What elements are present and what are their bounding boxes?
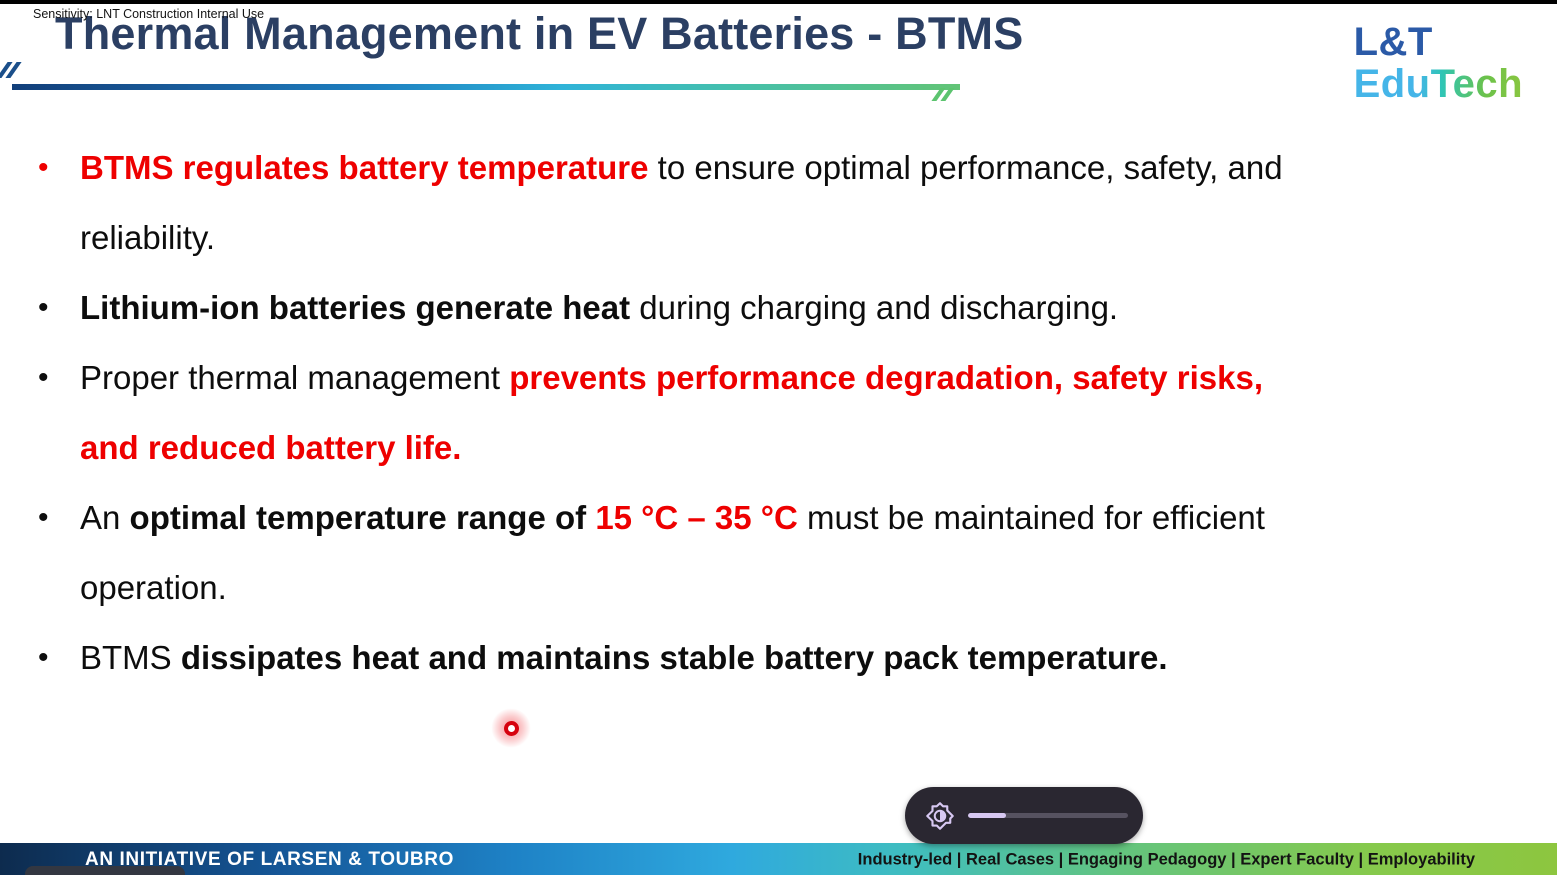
footer-bar: AN INITIATIVE OF LARSEN & TOUBRO Industr… — [0, 843, 1557, 875]
bullet-list: • BTMS regulates battery temperature to e… — [38, 133, 1523, 693]
bullet-item: • BTMS regulates battery temperature to e… — [38, 133, 1523, 273]
taglines-text: Industry-led | Real Cases | Engaging Ped… — [857, 850, 1475, 869]
brightness-control-pill[interactable] — [905, 787, 1143, 844]
title-underline-gradient — [12, 84, 960, 90]
quote-slash-left-icon — [0, 62, 22, 78]
brightness-icon — [926, 801, 954, 830]
bullet-marker: • — [38, 361, 49, 394]
logo-edutech-text: EduTech — [1353, 62, 1523, 106]
brightness-slider[interactable] — [968, 813, 1128, 818]
bullet-marker: • — [38, 501, 49, 534]
sensitivity-label: Sensitivity: LNT Construction Internal U… — [33, 7, 265, 21]
bullet-marker: • — [38, 291, 49, 324]
brightness-slider-fill — [968, 813, 1007, 818]
bullet-text: Proper thermal management prevents perfo… — [80, 359, 1263, 466]
bullet-item: • Proper thermal management prevents perf… — [38, 343, 1523, 483]
initiative-text: AN INITIATIVE OF LARSEN & TOUBRO — [85, 848, 454, 870]
edutech-logo: L&T EduTech — [1354, 22, 1523, 104]
logo-lnt-text: L&T — [1353, 20, 1433, 64]
bullet-marker: • — [38, 641, 49, 674]
bullet-item: • Lithium-ion batteries generate heat dur… — [38, 273, 1523, 343]
bullet-item: • BTMS dissipates heat and maintains stab… — [38, 623, 1523, 693]
bullet-text: BTMS dissipates heat and maintains stabl… — [80, 639, 1168, 676]
bullet-marker: • — [38, 151, 49, 184]
bottom-left-dark-tab[interactable] — [25, 866, 185, 875]
quote-slash-right-icon — [931, 88, 955, 101]
bullet-text: BTMS regulates battery temperature to en… — [80, 149, 1283, 256]
top-border-strip — [0, 0, 1557, 4]
bullet-text: An optimal temperature range of 15 °C – … — [80, 499, 1265, 606]
laser-pointer-ring — [503, 720, 519, 736]
bullet-item: • An optimal temperature range of 15 °C –… — [38, 483, 1523, 623]
bullet-text: Lithium-ion batteries generate heat duri… — [80, 289, 1119, 326]
laser-pointer-dot — [491, 708, 531, 748]
page-title: Thermal Management in EV Batteries - BTM… — [55, 8, 1024, 59]
